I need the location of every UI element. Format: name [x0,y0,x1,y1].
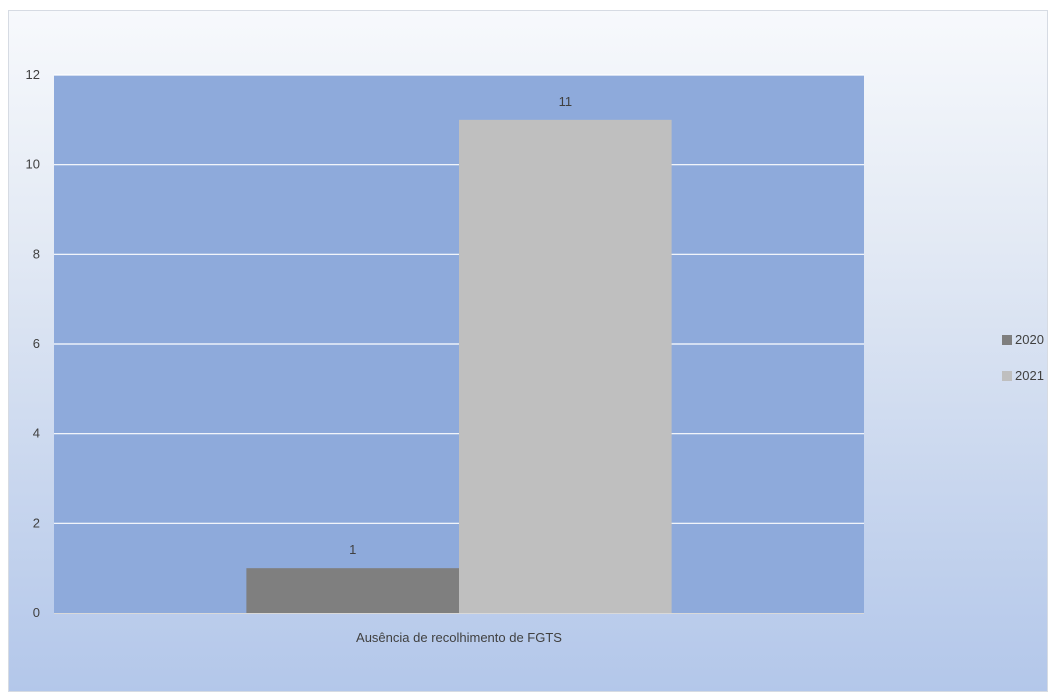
y-tick-label: 10 [26,157,40,172]
data-label-2020: 1 [349,542,356,557]
y-tick-label: 8 [33,246,40,261]
bar-2020 [246,568,459,613]
bars [246,119,672,613]
data-labels: 111 [349,94,572,557]
y-axis-ticks: 0 2 4 6 8 10 12 [26,67,40,620]
legend-swatch-2021 [1002,371,1012,381]
data-label-2021: 11 [559,94,573,109]
y-tick-label: 0 [33,605,40,620]
x-category-label: Ausência de recolhimento de FGTS [356,630,562,645]
y-tick-label: 6 [33,336,40,351]
y-tick-label: 12 [26,67,40,82]
legend: 2020 2021 [1002,332,1044,383]
y-tick-label: 2 [33,515,40,530]
bar-2021 [459,119,672,613]
legend-swatch-2020 [1002,335,1012,345]
legend-label-2020: 2020 [1015,332,1044,347]
legend-label-2021: 2021 [1015,368,1044,383]
y-tick-label: 4 [33,426,40,441]
